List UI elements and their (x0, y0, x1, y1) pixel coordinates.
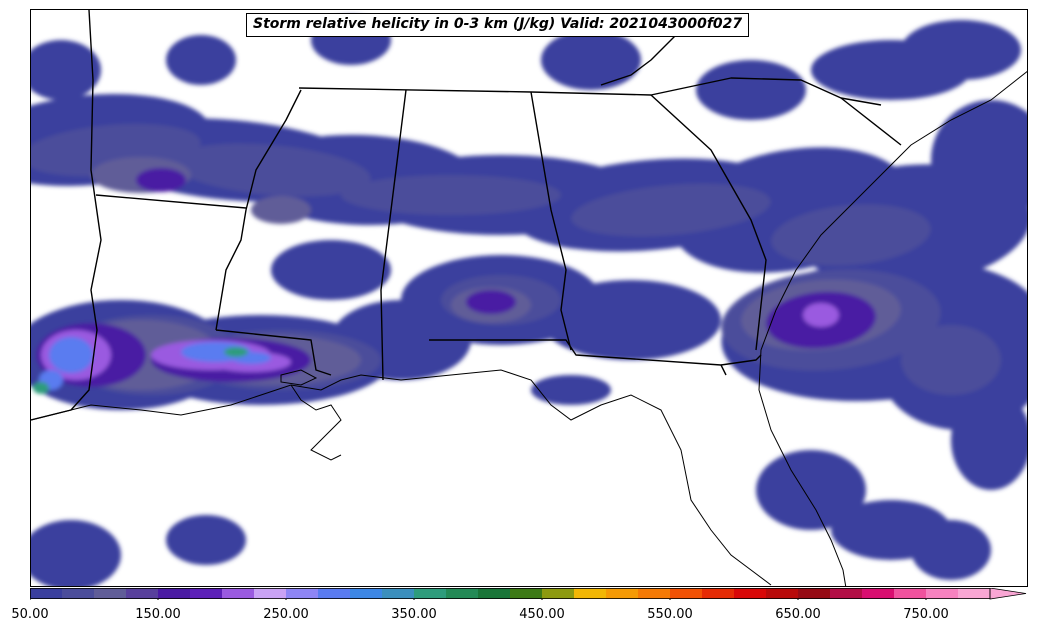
helicity-contour-300 (224, 347, 248, 357)
ga-sc-border (650, 94, 767, 351)
helicity-contour-50 (166, 35, 236, 85)
colorbar (30, 588, 1027, 600)
ms-al-border (380, 89, 407, 381)
helicity-contour-150 (466, 290, 516, 314)
helicity-contour-75 (901, 325, 1001, 395)
colorbar-segment (670, 588, 703, 599)
helicity-contour-50 (166, 515, 246, 565)
colorbar-border (30, 588, 991, 599)
helicity-contour-50 (931, 100, 1027, 220)
colorbar-segment (638, 588, 671, 599)
colorbar-segment (830, 588, 863, 599)
colorbar-segment (254, 588, 287, 599)
helicity-contour-50 (31, 40, 101, 100)
colorbar-segment (286, 588, 319, 599)
state-boundaries (31, 10, 902, 421)
colorbar-tick-label: 350.00 (391, 607, 437, 622)
colorbar-tick-label: 450.00 (519, 607, 565, 622)
colorbar-extend-triangle (989, 588, 1027, 600)
fl-panhandle-border (429, 339, 727, 376)
helicity-contour-50 (531, 375, 611, 405)
helicity-contour-50 (541, 30, 641, 90)
colorbar-segment (30, 588, 63, 599)
helicity-contour-250 (49, 337, 93, 373)
colorbar-segment (158, 588, 191, 599)
helicity-contour-50 (901, 20, 1021, 80)
colorbar-segment (350, 588, 383, 599)
al-ga-border (530, 91, 572, 351)
atlantic-coast (758, 70, 1027, 586)
nc-sc-border (650, 77, 902, 146)
louisiana-border (215, 329, 332, 376)
helicity-contour-200 (803, 303, 839, 327)
lake-pontchartrain (280, 369, 318, 386)
helicity-contour-50 (696, 60, 806, 120)
helicity-contour-50 (31, 520, 121, 586)
colorbar-segment (958, 588, 991, 599)
helicity-contours (31, 15, 1027, 586)
arkansas-border (95, 194, 247, 209)
colorbar-segment (478, 588, 511, 599)
colorbar-segment (926, 588, 959, 599)
colorbar-tick-label: 150.00 (135, 607, 181, 622)
colorbar-tick-label: 550.00 (647, 607, 693, 622)
mississippi-river (215, 89, 302, 331)
colorbar-tick-label: 50.00 (11, 607, 49, 622)
colorbar-segment (574, 588, 607, 599)
louisiana-delta (290, 384, 342, 461)
helicity-map (31, 10, 1027, 586)
colorbar-segment (126, 588, 159, 599)
helicity-contour-150 (136, 168, 186, 192)
colorbar-segment (798, 588, 831, 599)
colorbar-segment (94, 588, 127, 599)
helicity-contour-100 (251, 196, 311, 224)
helicity-contour-50 (951, 390, 1027, 490)
colorbar-segment (414, 588, 447, 599)
colorbar-segment (190, 588, 223, 599)
gulf-coast (31, 369, 772, 586)
colorbar-tick-label: 750.00 (903, 607, 949, 622)
coastlines (31, 70, 1027, 586)
nc-border (840, 97, 882, 106)
map-title: Storm relative helicity in 0-3 km (J/kg)… (246, 13, 750, 37)
colorbar-segment (862, 588, 895, 599)
colorbar-segment (734, 588, 767, 599)
tennessee-border (298, 87, 652, 96)
colorbar-segment (222, 588, 255, 599)
helicity-contour-300 (33, 382, 49, 394)
colorbar-segment (702, 588, 735, 599)
map-panel (30, 9, 1028, 587)
colorbar-segment (382, 588, 415, 599)
helicity-contour-75 (341, 175, 561, 215)
helicity-contour-50 (911, 520, 991, 580)
fl-ga-border (720, 354, 762, 366)
helicity-contour-75 (171, 143, 371, 197)
colorbar-segment (766, 588, 799, 599)
colorbar-segment (446, 588, 479, 599)
colorbar-segment (510, 588, 543, 599)
river-boundary-west (31, 10, 102, 421)
helicity-contour-50 (756, 450, 866, 530)
colorbar-tick-label: 650.00 (775, 607, 821, 622)
helicity-contour-50 (271, 240, 391, 300)
colorbar-segment (318, 588, 351, 599)
colorbar-segment (542, 588, 575, 599)
colorbar-segment (62, 588, 95, 599)
helicity-contour-75 (571, 183, 771, 237)
colorbar-segment (894, 588, 927, 599)
helicity-contour-75 (771, 204, 931, 266)
colorbar-segment (606, 588, 639, 599)
colorbar-tick-label: 250.00 (263, 607, 309, 622)
helicity-contour-50 (541, 280, 721, 360)
